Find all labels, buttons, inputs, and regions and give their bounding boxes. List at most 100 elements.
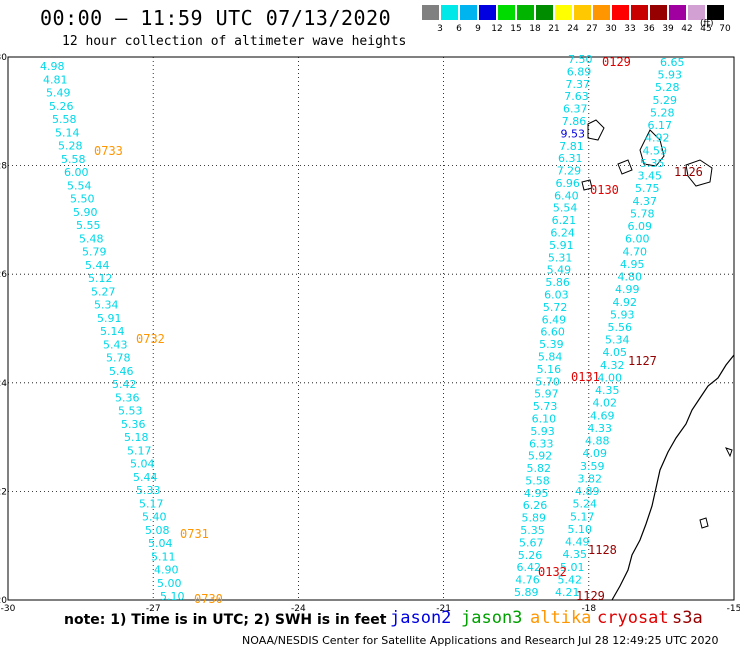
wave-height-value: 5.78 bbox=[106, 352, 131, 365]
wave-height-value: 6.65 bbox=[660, 56, 685, 69]
wave-height-value: 5.31 bbox=[548, 251, 573, 264]
island-outline bbox=[685, 159, 713, 187]
scale-label: 15 bbox=[510, 24, 522, 34]
satellite-name-altika: altika bbox=[530, 608, 592, 628]
wave-height-value: 5.93 bbox=[530, 425, 555, 438]
wave-height-value: 5.54 bbox=[553, 202, 578, 215]
pass-time-label: 0731 bbox=[180, 527, 209, 541]
scale-label: 9 bbox=[475, 24, 481, 34]
wave-height-value: 5.35 bbox=[640, 157, 665, 170]
scale-swatch bbox=[631, 5, 648, 20]
wave-height-value: 5.17 bbox=[127, 444, 152, 457]
wave-height-value: 5.89 bbox=[514, 586, 539, 599]
scale-swatch bbox=[707, 5, 724, 20]
wave-height-value: 5.55 bbox=[76, 219, 101, 232]
wave-height-value: 4.88 bbox=[585, 435, 610, 448]
wave-height-value: 5.93 bbox=[610, 308, 635, 321]
scale-swatch bbox=[517, 5, 534, 20]
wave-height-value: 5.79 bbox=[82, 246, 107, 259]
scale-swatch bbox=[460, 5, 477, 20]
wave-height-value: 4.92 bbox=[613, 296, 638, 309]
wave-height-value: 5.29 bbox=[653, 94, 678, 107]
wave-height-value: 5.12 bbox=[88, 272, 113, 285]
scale-swatch bbox=[555, 5, 572, 20]
wave-height-value: 5.97 bbox=[534, 388, 559, 401]
scale-label: 21 bbox=[548, 24, 560, 34]
map-frame bbox=[7, 56, 735, 601]
lat-tick-label: 20 bbox=[0, 596, 7, 606]
wave-height-value: 5.01 bbox=[560, 561, 585, 574]
wave-height-value: 6.00 bbox=[625, 233, 650, 246]
wave-height-value: 5.34 bbox=[605, 334, 630, 347]
wave-height-value: 3.45 bbox=[638, 170, 663, 183]
wave-height-value: 4.49 bbox=[565, 536, 590, 549]
pass-time-label: 0733 bbox=[94, 144, 123, 158]
wave-height-value: 5.93 bbox=[658, 69, 683, 82]
wave-height-value: 5.24 bbox=[573, 498, 598, 511]
wave-height-value: 5.28 bbox=[655, 81, 680, 94]
wave-height-value: 6.03 bbox=[544, 289, 569, 302]
wave-height-value: 3.59 bbox=[580, 460, 605, 473]
wave-height-value: 5.58 bbox=[61, 153, 86, 166]
wave-height-value: 7.50 bbox=[568, 53, 593, 66]
wave-height-value: 5.91 bbox=[549, 239, 574, 252]
wave-height-value: 5.16 bbox=[537, 363, 562, 376]
wave-height-value: 6.10 bbox=[532, 412, 557, 425]
wave-height-value: 5.40 bbox=[142, 511, 167, 524]
lat-tick-label: 26 bbox=[0, 270, 7, 280]
scale-swatch bbox=[612, 5, 629, 20]
map-title: 00:00 – 11:59 UTC 07/13/2020 bbox=[40, 6, 392, 30]
wave-height-value: 5.43 bbox=[103, 338, 128, 351]
wave-height-value: 4.99 bbox=[615, 283, 640, 296]
wave-height-value: 4.59 bbox=[643, 144, 668, 157]
wave-height-value: 5.10 bbox=[568, 523, 593, 536]
scale-label: 30 bbox=[605, 24, 617, 34]
wave-height-value: 5.67 bbox=[519, 536, 544, 549]
wave-height-value: 7.81 bbox=[559, 140, 584, 153]
wave-height-value: 5.17 bbox=[139, 497, 164, 510]
wave-height-value: 5.70 bbox=[535, 375, 560, 388]
wave-height-value: 5.73 bbox=[533, 400, 558, 413]
scale-swatch bbox=[536, 5, 553, 20]
wave-height-value: 5.04 bbox=[148, 537, 173, 550]
wave-height-value: 4.92 bbox=[645, 132, 670, 145]
wave-height-value: 5.18 bbox=[124, 431, 149, 444]
pass-time-label: 0132 bbox=[538, 565, 567, 579]
wave-height-value: 5.56 bbox=[608, 321, 633, 334]
wave-height-value: 4.80 bbox=[618, 271, 643, 284]
pass-time-label: 0730 bbox=[194, 592, 223, 606]
lat-tick-label: 28 bbox=[0, 162, 7, 172]
wave-height-value: 6.00 bbox=[64, 166, 89, 179]
wave-height-value: 7.29 bbox=[557, 165, 582, 178]
wave-height-value: 6.49 bbox=[542, 313, 567, 326]
wave-height-value: 5.10 bbox=[160, 590, 185, 603]
wave-height-value: 4.90 bbox=[154, 564, 179, 577]
pass-time-label: 0130 bbox=[590, 183, 619, 197]
wave-height-value: 6.31 bbox=[558, 152, 583, 165]
wave-height-value: 5.89 bbox=[522, 512, 547, 525]
wave-height-value: 4.70 bbox=[623, 245, 648, 258]
wave-height-value: 4.09 bbox=[583, 447, 608, 460]
scale-swatch bbox=[669, 5, 686, 20]
wave-height-value: 5.58 bbox=[525, 474, 550, 487]
map-subtitle: 12 hour collection of altimeter wave hei… bbox=[62, 34, 407, 49]
wave-height-value: 5.84 bbox=[538, 350, 563, 363]
coastline bbox=[611, 354, 735, 601]
wave-height-value: 5.78 bbox=[630, 207, 655, 220]
wave-height-value: 5.58 bbox=[52, 113, 77, 126]
wave-height-value: 4.37 bbox=[633, 195, 658, 208]
lon-tick-label: -18 bbox=[581, 604, 596, 614]
lat-tick-label: 30 bbox=[0, 53, 7, 63]
scale-swatch bbox=[479, 5, 496, 20]
wave-height-value: 4.95 bbox=[524, 487, 549, 500]
wave-height-value: 5.49 bbox=[46, 87, 71, 100]
wave-height-value: 5.39 bbox=[539, 338, 564, 351]
lat-tick-label: 24 bbox=[0, 379, 7, 389]
wave-height-value: 5.75 bbox=[635, 182, 660, 195]
wave-height-value: 4.32 bbox=[600, 359, 625, 372]
wave-height-value: 5.28 bbox=[58, 140, 83, 153]
pass-time-label: 1126 bbox=[674, 165, 703, 179]
lon-tick-label: -24 bbox=[291, 604, 306, 614]
wave-height-value: 4.98 bbox=[40, 60, 65, 73]
